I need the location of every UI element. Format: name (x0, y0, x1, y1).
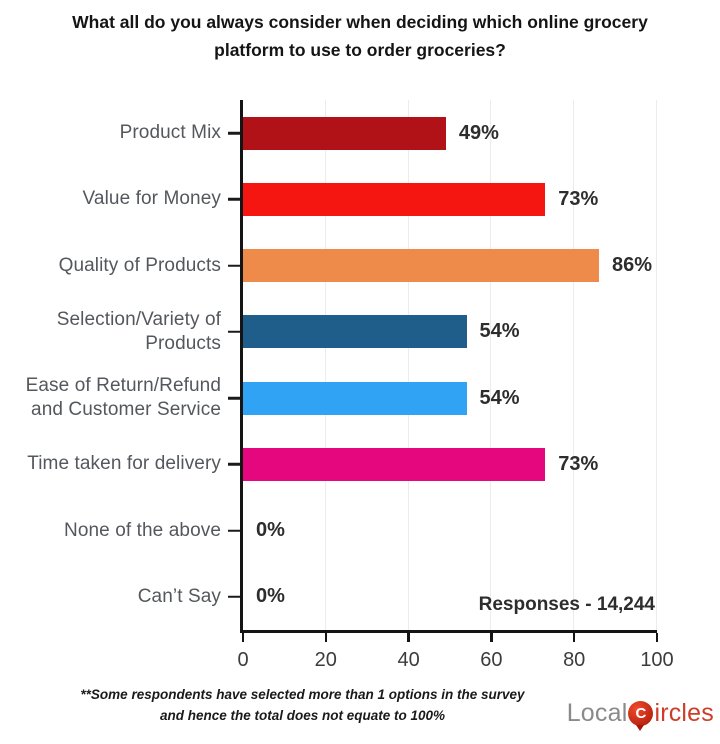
bar (243, 381, 467, 415)
category-label: Value for Money (0, 166, 240, 232)
x-axis-tick-label: 40 (397, 649, 420, 671)
bar-row: 54% (243, 299, 657, 365)
category-label: None of the above (0, 498, 240, 564)
gridline (490, 100, 492, 630)
responses-annotation: Responses - 14,244 (478, 594, 655, 615)
y-axis-tick (228, 264, 240, 267)
logo-text-local: Local (566, 698, 628, 727)
y-axis-tick (228, 131, 240, 135)
bar-value-label: 73% (558, 452, 599, 475)
plot-area: 49% 73% 86% 54% 54% 73% 0% 0% Responses - 14,24… (237, 100, 674, 671)
category-label: Time taken for delivery (0, 431, 240, 497)
gridline (656, 100, 657, 630)
y-axis-tick (228, 396, 240, 400)
logo-icon-letter: C (635, 704, 647, 722)
bar-row: 73% (243, 431, 657, 497)
gridline (407, 100, 409, 630)
x-axis-tick-label: 100 (640, 649, 674, 671)
bar (243, 447, 546, 481)
category-label: Quality of Products (0, 233, 240, 299)
bar-value-label: 54% (479, 386, 520, 409)
bar (243, 182, 546, 216)
bar-row: 49% (243, 100, 657, 166)
y-axis-tick (228, 595, 240, 599)
x-axis-tick (572, 633, 576, 642)
gridline (324, 100, 326, 630)
bar-value-label: 54% (479, 320, 520, 343)
x-axis-tick (655, 633, 659, 642)
bar-row: 86% (243, 233, 657, 299)
logo-text-ircles: ircles (654, 698, 714, 727)
category-label: Can’t Say (0, 564, 240, 630)
y-axis-tick (228, 463, 240, 466)
bar-row: 54% (243, 365, 657, 431)
bar-row: 0% (243, 564, 657, 630)
bar (243, 249, 600, 283)
bar-value-label: 86% (612, 254, 653, 277)
category-labels: Product Mix Value for Money Quality of Pro… (0, 100, 240, 630)
bar-value-label: 73% (558, 187, 599, 210)
gridline (573, 100, 575, 630)
x-axis-tick (324, 633, 328, 642)
bar (243, 315, 467, 349)
x-axis-tick-label: 80 (563, 649, 586, 671)
y-axis-tick (228, 198, 240, 201)
y-axis-tick (228, 330, 240, 334)
plot-rows: 49% 73% 86% 54% 54% 73% 0% 0% (243, 100, 657, 630)
bar-row: 0% (243, 498, 657, 564)
category-label: Product Mix (0, 100, 240, 166)
bar-row: 73% (243, 166, 657, 232)
location-pin-icon: C (628, 700, 654, 731)
x-axis-tick-label: 0 (237, 649, 249, 671)
localcircles-logo: Local C ircles (566, 696, 714, 731)
x-axis-tick-label: 60 (480, 649, 503, 671)
category-label: Selection/Variety of Products (0, 299, 240, 365)
bar-value-label: 0% (256, 519, 285, 542)
bar (243, 116, 446, 150)
footnote-line-1: **Some respondents have selected more th… (80, 687, 525, 702)
x-axis-tick (241, 633, 245, 642)
footnote-line-2: and hence the total does not equate to 1… (159, 708, 446, 723)
x-axis-tick (490, 633, 493, 642)
y-axis-tick (228, 529, 240, 532)
footnote: **Some respondents have selected more th… (5, 684, 600, 726)
x-axis-tick-label: 20 (314, 649, 337, 671)
bar-value-label: 0% (256, 585, 285, 608)
category-label: Ease of Return/Refund and Customer Servi… (0, 365, 240, 431)
bar-value-label: 49% (458, 121, 499, 144)
x-axis-tick (407, 633, 410, 642)
chart-title: What all do you always consider when dec… (72, 12, 648, 60)
